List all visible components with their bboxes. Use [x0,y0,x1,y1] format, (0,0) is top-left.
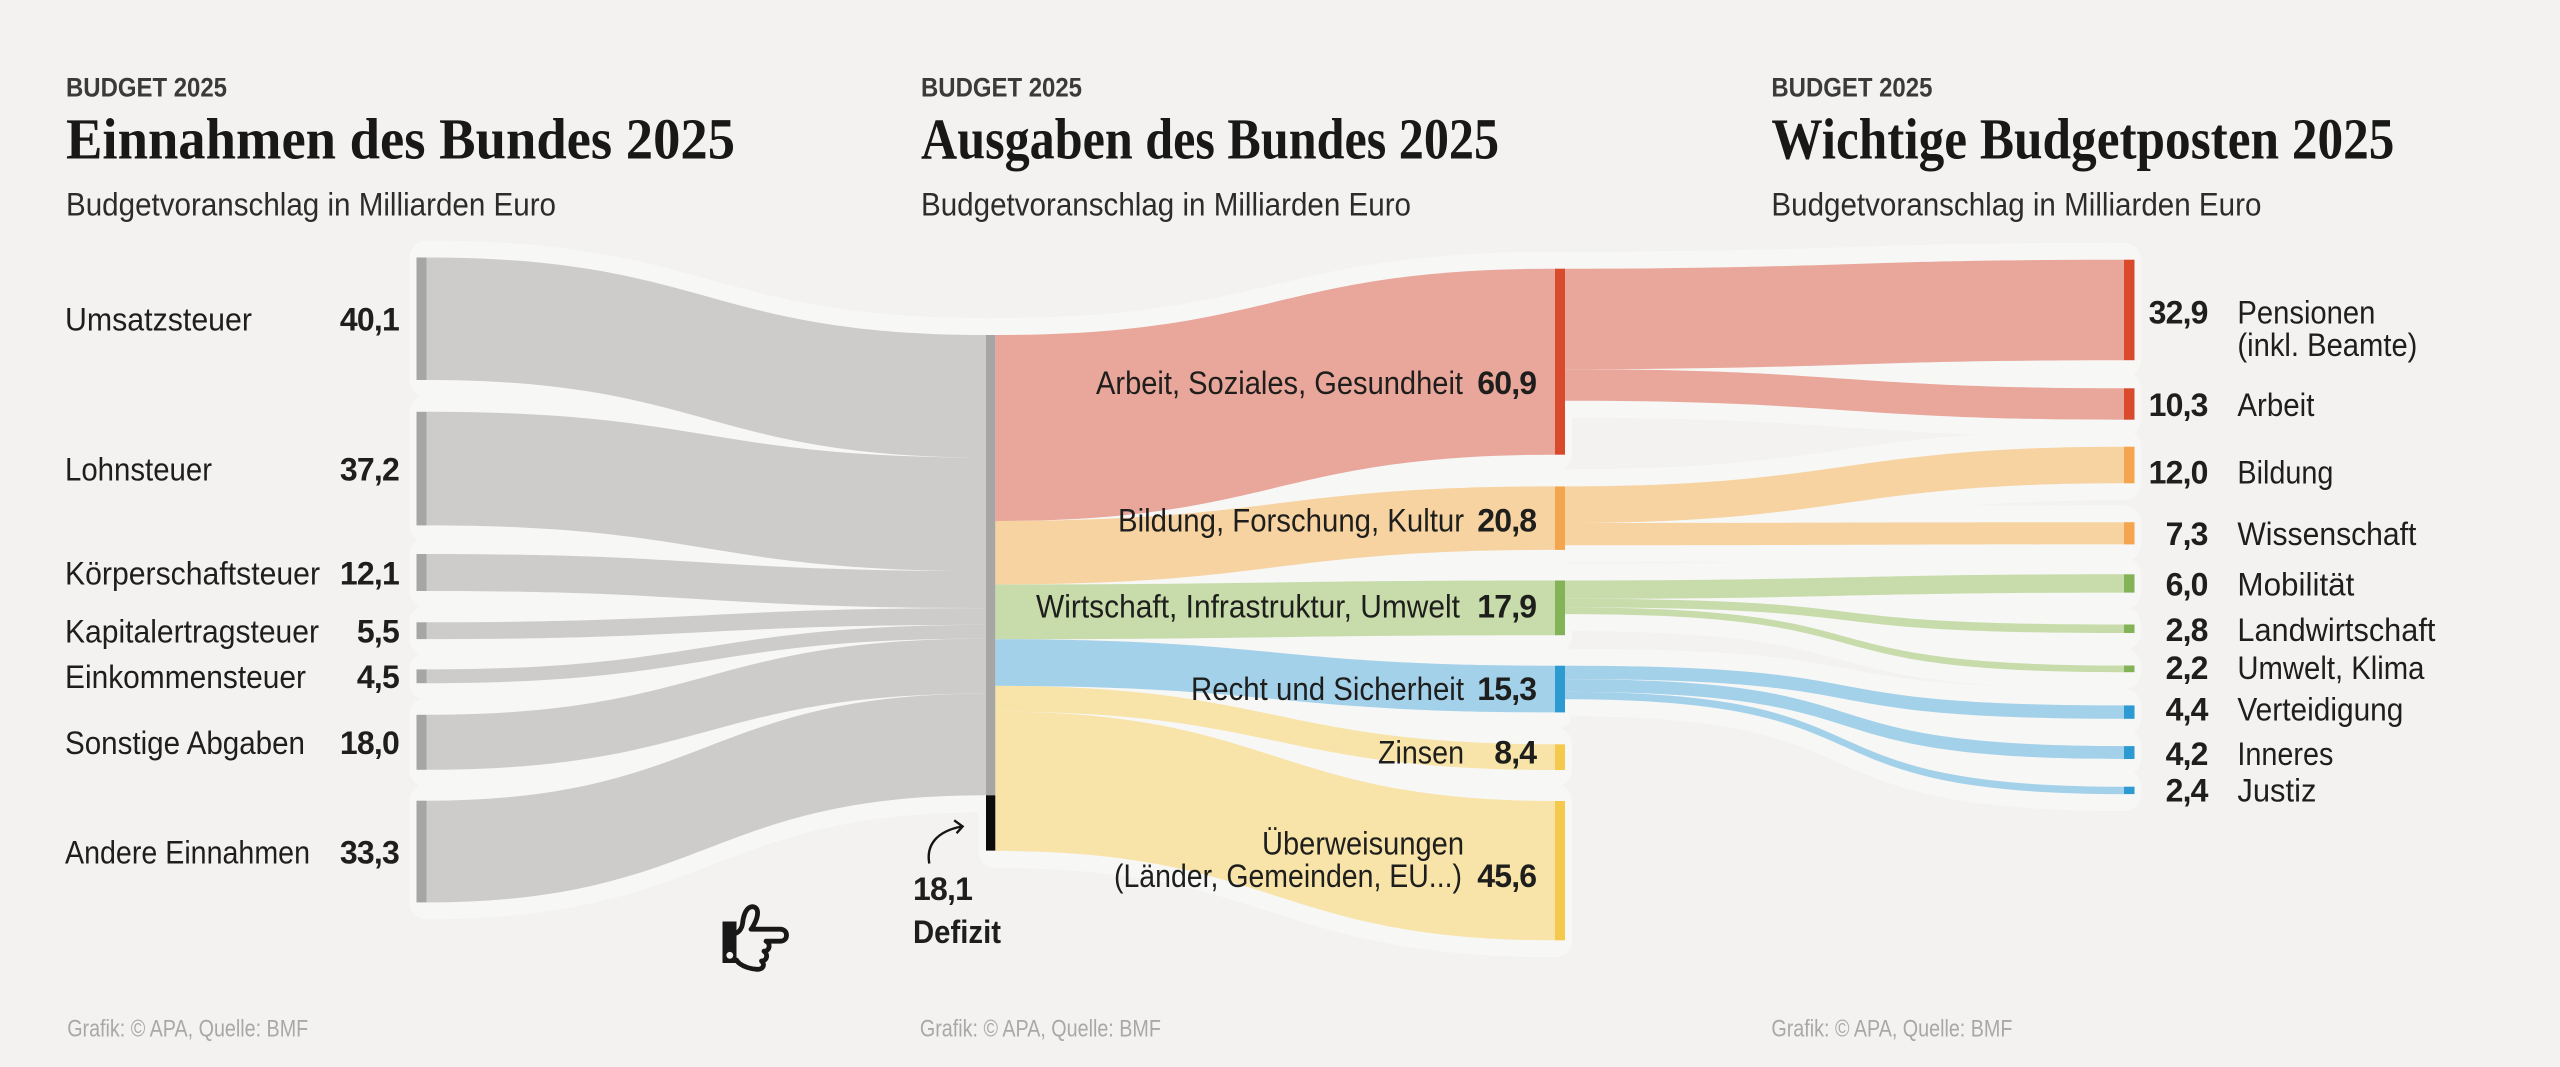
svg-text:18,0: 18,0 [340,725,399,761]
svg-text:Grafik: © APA, Quelle: BMF: Grafik: © APA, Quelle: BMF [1771,1016,2012,1043]
svg-text:Bildung: Bildung [2237,454,2333,490]
svg-text:5,5: 5,5 [357,614,399,650]
svg-text:Budgetvoranschlag in Milliarde: Budgetvoranschlag in Milliarden Euro [1771,187,2261,223]
svg-text:45,6: 45,6 [1477,858,1536,894]
svg-text:Justiz: Justiz [2237,773,2316,809]
svg-text:Wichtige Budgetposten 2025: Wichtige Budgetposten 2025 [1771,107,2394,172]
svg-text:12,0: 12,0 [2149,454,2208,490]
svg-text:Recht und Sicherheit: Recht und Sicherheit [1191,671,1464,707]
svg-text:Wirtschaft, Infrastruktur, Umw: Wirtschaft, Infrastruktur, Umwelt [1036,589,1460,625]
svg-text:Grafik: © APA, Quelle: BMF: Grafik: © APA, Quelle: BMF [67,1016,308,1043]
svg-text:Inneres: Inneres [2237,736,2333,772]
svg-text:15,3: 15,3 [1477,671,1536,707]
svg-text:6,0: 6,0 [2166,566,2208,602]
svg-text:Pensionen: Pensionen [2237,294,2375,330]
svg-text:Einkommensteuer: Einkommensteuer [65,659,306,695]
svg-text:Budgetvoranschlag in Milliarde: Budgetvoranschlag in Milliarden Euro [921,187,1411,223]
svg-text:12,1: 12,1 [340,555,399,591]
svg-text:Arbeit, Soziales, Gesundheit: Arbeit, Soziales, Gesundheit [1096,365,1463,401]
svg-text:Umwelt, Klima: Umwelt, Klima [2237,650,2424,686]
svg-text:7,3: 7,3 [2166,516,2208,552]
svg-text:4,5: 4,5 [357,659,399,695]
svg-text:Wissenschaft: Wissenschaft [2237,516,2416,552]
svg-text:Budgetvoranschlag in Milliarde: Budgetvoranschlag in Milliarden Euro [66,187,556,223]
svg-text:Ausgaben des Bundes 2025: Ausgaben des Bundes 2025 [921,107,1499,172]
svg-text:Körperschaftsteuer: Körperschaftsteuer [65,555,320,591]
svg-text:18,1: 18,1 [913,871,972,907]
svg-text:Kapitalertragsteuer: Kapitalertragsteuer [65,614,319,650]
svg-text:Überweisungen: Überweisungen [1262,826,1464,862]
svg-text:8,4: 8,4 [1494,735,1537,771]
svg-text:33,3: 33,3 [340,834,399,870]
svg-text:2,8: 2,8 [2166,612,2208,648]
svg-text:BUDGET 2025: BUDGET 2025 [921,73,1082,103]
svg-text:Bildung, Forschung, Kultur: Bildung, Forschung, Kultur [1118,503,1464,539]
svg-text:32,9: 32,9 [2149,294,2208,330]
svg-text:Sonstige Abgaben: Sonstige Abgaben [65,725,305,761]
svg-text:17,9: 17,9 [1477,589,1536,625]
svg-text:10,3: 10,3 [2149,387,2208,423]
svg-text:Landwirtschaft: Landwirtschaft [2237,612,2435,648]
svg-text:(Länder, Gemeinden, EU...): (Länder, Gemeinden, EU...) [1114,858,1462,894]
svg-text:Grafik: © APA, Quelle: BMF: Grafik: © APA, Quelle: BMF [920,1016,1161,1043]
svg-text:Zinsen: Zinsen [1378,735,1464,771]
svg-text:Mobilität: Mobilität [2237,566,2354,602]
svg-text:2,4: 2,4 [2166,773,2209,809]
svg-text:4,2: 4,2 [2166,736,2208,772]
svg-text:Andere Einnahmen: Andere Einnahmen [65,834,310,870]
svg-text:60,9: 60,9 [1477,365,1536,401]
svg-text:37,2: 37,2 [340,451,399,487]
svg-text:40,1: 40,1 [340,302,399,338]
svg-text:Einnahmen des Bundes 2025: Einnahmen des Bundes 2025 [66,107,735,172]
svg-text:(inkl. Beamte): (inkl. Beamte) [2237,327,2417,363]
svg-text:Defizit: Defizit [913,914,1001,950]
svg-text:Umsatzsteuer: Umsatzsteuer [65,302,252,338]
svg-text:BUDGET 2025: BUDGET 2025 [66,73,227,103]
svg-text:Verteidigung: Verteidigung [2237,692,2403,728]
svg-text:Arbeit: Arbeit [2237,387,2314,423]
svg-text:4,4: 4,4 [2166,692,2209,728]
svg-text:BUDGET 2025: BUDGET 2025 [1771,73,1932,103]
svg-text:2,2: 2,2 [2166,650,2208,686]
svg-text:Lohnsteuer: Lohnsteuer [65,451,212,487]
svg-text:20,8: 20,8 [1477,503,1536,539]
